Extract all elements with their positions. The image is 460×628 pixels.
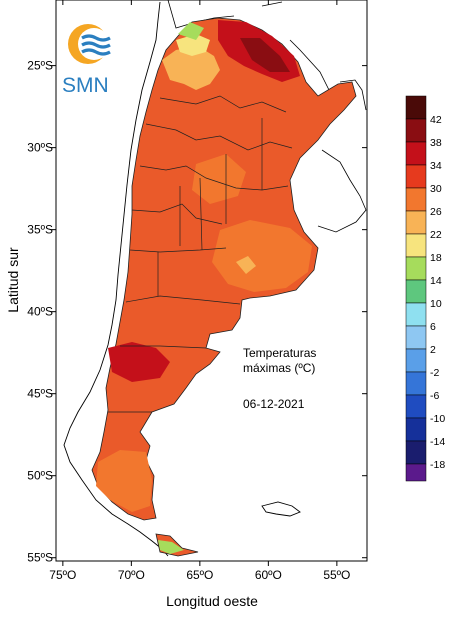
tierra-del-fuego-cool — [158, 540, 184, 554]
scale-swatch — [405, 371, 427, 396]
scale-swatch — [405, 256, 427, 281]
scale-swatch — [405, 95, 427, 120]
x-tick-label: 60ºO — [255, 568, 282, 582]
scale-swatch — [405, 279, 427, 304]
smn-logo: SMN — [62, 24, 111, 97]
scale-swatch — [405, 164, 427, 189]
scale-label: 6 — [430, 321, 436, 333]
annotation-title-line1: Temperaturas — [243, 346, 316, 360]
annotation-date: 06-12-2021 — [243, 397, 305, 411]
x-tick-label: 65ºO — [186, 568, 213, 582]
y-tick-label: 55ºS — [27, 551, 53, 565]
scale-label: 34 — [430, 160, 442, 172]
brazil-border — [317, 79, 367, 233]
y-tick-label: 45ºS — [27, 387, 53, 401]
scale-swatch — [405, 210, 427, 235]
y-axis-ticks: 25ºS 30ºS 35ºS 40ºS 45ºS 50ºS 55ºS — [27, 59, 367, 565]
scale-swatch — [405, 440, 427, 465]
scale-label: -18 — [430, 459, 445, 471]
mild-zone-south — [96, 450, 152, 512]
annotation-title-line2: máximas (ºC) — [243, 361, 315, 375]
x-tick-label: 75ºO — [49, 568, 76, 582]
scale-label: 22 — [430, 229, 442, 241]
scale-label: -6 — [430, 390, 439, 402]
y-tick-label: 25ºS — [27, 59, 53, 73]
scale-swatch — [405, 118, 427, 143]
logo-waves-icon — [81, 34, 111, 56]
scale-label: 42 — [430, 114, 442, 126]
mild-zone-coast — [236, 256, 256, 274]
mild-zone-pampas — [212, 220, 312, 292]
province-borders — [108, 95, 293, 413]
scale-swatch-bottom — [405, 463, 427, 482]
scale-swatch — [405, 417, 427, 442]
y-axis-title: Latitud sur — [5, 247, 21, 313]
scale-label: 26 — [430, 206, 442, 218]
mild-zone-cordoba — [192, 154, 246, 204]
scale-swatch — [405, 325, 427, 350]
scale-label: 38 — [430, 137, 442, 149]
hot-zone-patagonia — [108, 342, 170, 382]
scale-label: 10 — [430, 298, 442, 310]
logo-text: SMN — [62, 74, 109, 97]
scale-label: -2 — [430, 367, 439, 379]
scale-swatch — [405, 302, 427, 327]
hot-zone-ne-core — [240, 38, 290, 72]
scale-label: 2 — [430, 344, 436, 356]
y-tick-label: 35ºS — [27, 223, 53, 237]
y-tick-label: 50ºS — [27, 469, 53, 483]
malvinas-islands — [261, 501, 301, 517]
scale-label: -10 — [430, 413, 445, 425]
color-scale-legend: 42 38 34 30 26 22 18 14 10 6 2 -2 -6 -10 -14 -18 — [405, 95, 445, 482]
x-axis-ticks: 75ºO 70ºO 65ºO 60ºO 55ºO — [49, 0, 350, 582]
x-axis-title: Longitud oeste — [166, 593, 258, 609]
cool-zone-puna — [162, 46, 220, 90]
scale-swatch — [405, 233, 427, 258]
y-tick-label: 30ºS — [27, 141, 53, 155]
cool-zone-green — [178, 22, 204, 40]
scale-swatch — [405, 394, 427, 419]
scale-label: 14 — [430, 275, 442, 287]
scale-swatch — [405, 187, 427, 212]
scale-label: -14 — [430, 436, 445, 448]
cool-zone-yellow — [176, 34, 210, 56]
x-tick-label: 70ºO — [118, 568, 145, 582]
y-tick-label: 40ºS — [27, 305, 53, 319]
scale-label: 30 — [430, 183, 442, 195]
scale-label: 18 — [430, 252, 442, 264]
chile-coastline — [63, 1, 169, 557]
scale-swatch — [405, 141, 427, 166]
x-tick-label: 55ºO — [323, 568, 350, 582]
scale-swatch — [405, 348, 427, 373]
